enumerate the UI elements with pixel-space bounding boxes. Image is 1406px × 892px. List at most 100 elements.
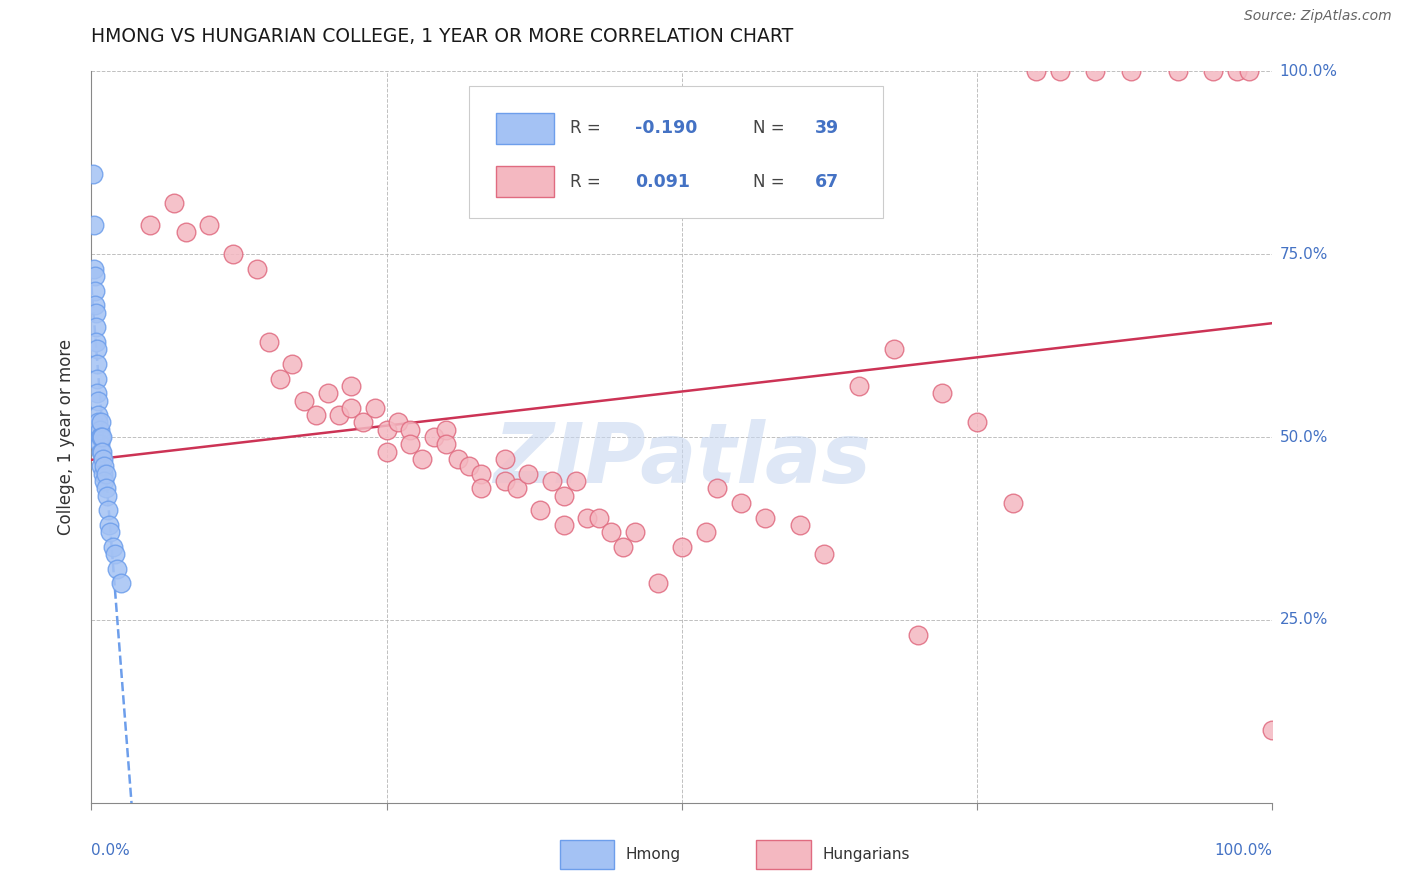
Text: 50.0%: 50.0% bbox=[1279, 430, 1327, 444]
Point bbox=[1167, 64, 1189, 78]
Point bbox=[647, 576, 669, 591]
Point bbox=[96, 489, 118, 503]
Point bbox=[98, 517, 121, 532]
Point bbox=[375, 444, 398, 458]
Point bbox=[87, 408, 110, 422]
Point bbox=[86, 343, 108, 357]
Point bbox=[269, 371, 291, 385]
Point bbox=[576, 510, 599, 524]
Point bbox=[446, 452, 468, 467]
Point bbox=[163, 196, 186, 211]
Text: N =: N = bbox=[752, 173, 790, 191]
Point bbox=[505, 481, 527, 495]
Text: 0.091: 0.091 bbox=[634, 173, 690, 191]
Text: 39: 39 bbox=[815, 120, 839, 137]
Point bbox=[90, 430, 112, 444]
Text: 100.0%: 100.0% bbox=[1215, 843, 1272, 858]
Point bbox=[83, 218, 105, 232]
Point bbox=[553, 517, 575, 532]
Point bbox=[434, 437, 457, 451]
Point bbox=[87, 416, 110, 430]
FancyBboxPatch shape bbox=[496, 167, 554, 197]
Text: R =: R = bbox=[569, 120, 606, 137]
Point bbox=[553, 489, 575, 503]
Point bbox=[83, 261, 105, 276]
Point bbox=[94, 481, 117, 495]
Point bbox=[470, 481, 492, 495]
Point bbox=[564, 474, 586, 488]
Point bbox=[86, 386, 108, 401]
Text: R =: R = bbox=[569, 173, 606, 191]
Point bbox=[97, 503, 120, 517]
Point bbox=[1237, 64, 1260, 78]
Text: 0.0%: 0.0% bbox=[91, 843, 131, 858]
Point bbox=[364, 401, 387, 415]
Point bbox=[87, 393, 110, 408]
Point bbox=[375, 423, 398, 437]
Point bbox=[91, 430, 114, 444]
Point bbox=[813, 547, 835, 561]
Point bbox=[387, 416, 409, 430]
Point bbox=[494, 452, 516, 467]
Point bbox=[91, 452, 114, 467]
Point bbox=[84, 269, 107, 284]
Point bbox=[198, 218, 221, 232]
Point bbox=[411, 452, 433, 467]
Point bbox=[222, 247, 245, 261]
Point bbox=[104, 547, 127, 561]
Point bbox=[706, 481, 728, 495]
Point bbox=[246, 261, 269, 276]
Point bbox=[588, 510, 610, 524]
Point bbox=[89, 437, 111, 451]
Point bbox=[139, 218, 162, 232]
Text: 67: 67 bbox=[815, 173, 839, 191]
Point bbox=[1261, 723, 1284, 737]
Point bbox=[399, 437, 422, 451]
Point bbox=[84, 320, 107, 334]
Point bbox=[105, 562, 128, 576]
Point bbox=[612, 540, 634, 554]
Point bbox=[89, 423, 111, 437]
Point bbox=[89, 430, 111, 444]
Point bbox=[966, 416, 988, 430]
Point bbox=[86, 357, 108, 371]
Point bbox=[90, 459, 112, 474]
Point bbox=[352, 416, 374, 430]
Point bbox=[174, 225, 197, 239]
Point bbox=[305, 408, 328, 422]
Point bbox=[281, 357, 304, 371]
Point bbox=[907, 627, 929, 641]
Point bbox=[93, 474, 115, 488]
Point bbox=[1084, 64, 1107, 78]
Point bbox=[883, 343, 905, 357]
Text: Source: ZipAtlas.com: Source: ZipAtlas.com bbox=[1244, 9, 1392, 23]
Point bbox=[494, 474, 516, 488]
Point bbox=[1001, 496, 1024, 510]
Point bbox=[93, 459, 115, 474]
Point bbox=[328, 408, 350, 422]
Point bbox=[1119, 64, 1142, 78]
Text: 100.0%: 100.0% bbox=[1279, 64, 1337, 78]
Point bbox=[340, 379, 363, 393]
Point bbox=[84, 334, 107, 349]
Point bbox=[84, 306, 107, 320]
Point bbox=[316, 386, 339, 401]
Point bbox=[600, 525, 623, 540]
Point bbox=[90, 416, 112, 430]
Point bbox=[789, 517, 811, 532]
Point bbox=[91, 467, 114, 481]
Text: ZIPatlas: ZIPatlas bbox=[494, 418, 870, 500]
Point bbox=[458, 459, 481, 474]
Point bbox=[695, 525, 717, 540]
Point bbox=[110, 576, 132, 591]
Point bbox=[541, 474, 564, 488]
Point bbox=[529, 503, 551, 517]
Point bbox=[754, 510, 776, 524]
Point bbox=[1025, 64, 1047, 78]
Point bbox=[90, 444, 112, 458]
Point bbox=[399, 423, 422, 437]
Point bbox=[84, 284, 107, 298]
Point bbox=[1202, 64, 1225, 78]
Point bbox=[82, 167, 104, 181]
Point bbox=[86, 371, 108, 385]
